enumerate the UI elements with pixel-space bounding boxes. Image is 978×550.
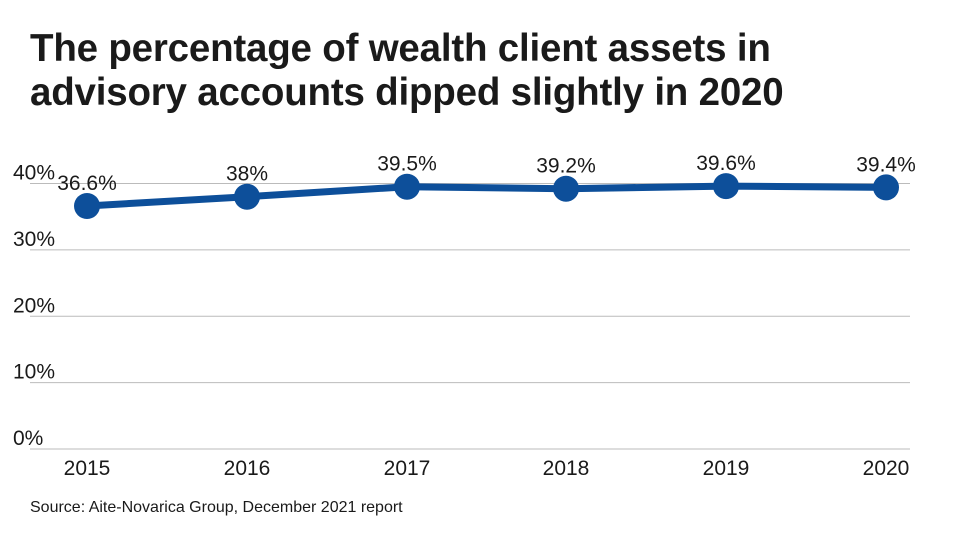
svg-text:0%: 0% [13,427,43,450]
svg-text:2018: 2018 [543,457,590,480]
svg-text:10%: 10% [13,361,55,384]
svg-text:2019: 2019 [703,457,750,480]
svg-text:38%: 38% [226,163,268,186]
svg-text:2015: 2015 [64,457,111,480]
svg-text:39.6%: 39.6% [696,152,756,175]
svg-text:20%: 20% [13,294,55,317]
svg-text:30%: 30% [13,228,55,251]
svg-text:2016: 2016 [224,457,271,480]
svg-text:39.5%: 39.5% [377,153,437,176]
svg-text:2020: 2020 [863,457,910,480]
svg-text:39.2%: 39.2% [536,155,596,178]
svg-text:39.4%: 39.4% [856,153,916,176]
svg-text:40%: 40% [13,162,55,185]
svg-text:36.6%: 36.6% [57,172,117,195]
svg-text:2017: 2017 [384,457,431,480]
